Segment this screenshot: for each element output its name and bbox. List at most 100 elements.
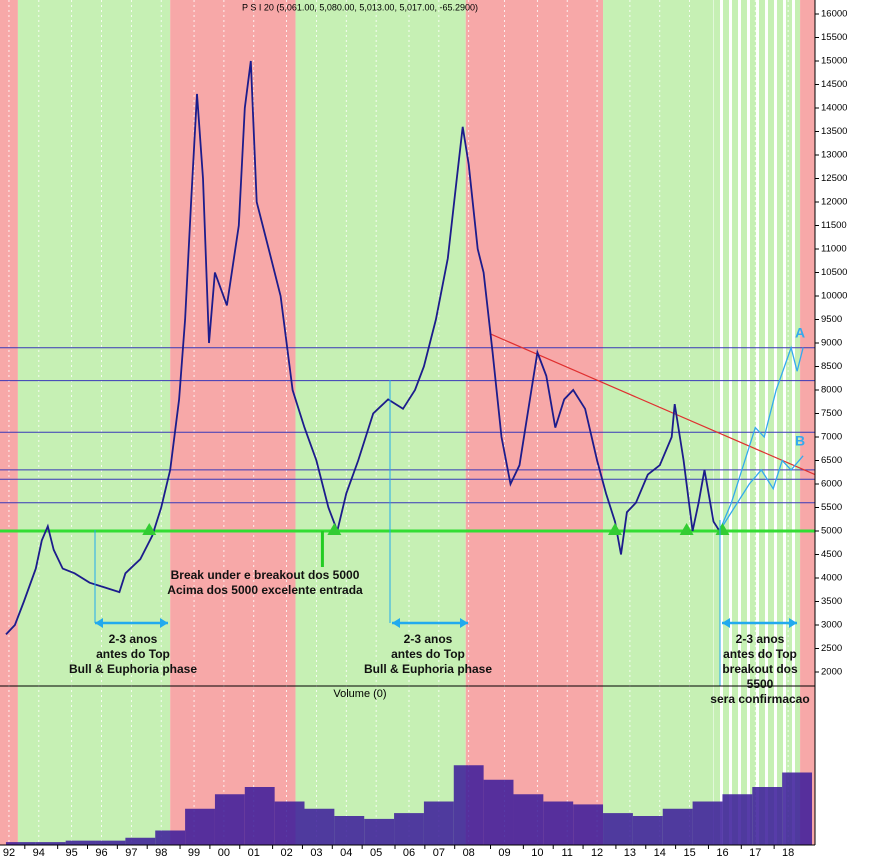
annotation: breakout dos bbox=[722, 662, 798, 676]
y-tick-label: 9000 bbox=[821, 338, 842, 349]
y-tick-label: 7500 bbox=[821, 408, 842, 419]
arrow-head bbox=[95, 618, 168, 628]
x-tick-label: 12 bbox=[591, 847, 603, 859]
y-tick-label: 13500 bbox=[821, 126, 847, 137]
volume-bar bbox=[662, 808, 693, 845]
x-tick-label: 11 bbox=[562, 847, 573, 859]
x-tick-label: 99 bbox=[188, 847, 200, 859]
y-tick-label: 5500 bbox=[821, 502, 842, 513]
phase-band bbox=[170, 0, 296, 845]
y-tick-label: 8000 bbox=[821, 385, 842, 396]
annotation: 5500 bbox=[747, 677, 774, 691]
volume-bar bbox=[573, 804, 604, 845]
y-tick-label: 11500 bbox=[821, 220, 847, 231]
phase-band bbox=[0, 0, 18, 845]
volume-bar bbox=[752, 787, 783, 845]
volume-bar bbox=[304, 808, 335, 845]
volume-bar bbox=[364, 818, 395, 845]
chart-title: P S I 20 (5,061.00, 5,080.00, 5,013.00, … bbox=[242, 2, 478, 12]
x-tick-label: 02 bbox=[280, 847, 292, 859]
volume-bar bbox=[632, 816, 663, 845]
annotation: 2-3 anos bbox=[109, 632, 158, 646]
series-label: A bbox=[795, 324, 805, 340]
y-tick-label: 7000 bbox=[821, 432, 842, 443]
marker bbox=[607, 523, 622, 535]
volume-bar bbox=[65, 840, 96, 845]
x-tick-label: 15 bbox=[683, 847, 695, 859]
annotation: 2-3 anos bbox=[736, 632, 785, 646]
y-tick-label: 15500 bbox=[821, 32, 847, 43]
annotation: antes do Top bbox=[391, 647, 465, 661]
marker bbox=[679, 523, 694, 535]
volume-bar bbox=[244, 787, 275, 845]
phase-band bbox=[603, 0, 714, 845]
y-tick-label: 12500 bbox=[821, 173, 847, 184]
phase-band bbox=[800, 0, 815, 845]
phase-band bbox=[295, 0, 466, 845]
volume-bar bbox=[125, 837, 156, 845]
arrow-head bbox=[392, 618, 468, 628]
x-tick-label: 10 bbox=[531, 847, 543, 859]
volume-bar bbox=[782, 772, 813, 845]
annotation: antes do Top bbox=[96, 647, 170, 661]
volume-bar bbox=[5, 842, 36, 845]
y-tick-label: 6000 bbox=[821, 479, 842, 490]
volume-bar bbox=[334, 816, 365, 845]
x-tick-label: 07 bbox=[433, 847, 445, 859]
y-tick-label: 8500 bbox=[821, 361, 842, 372]
annotation: Bull & Euphoria phase bbox=[69, 662, 197, 676]
volume-bar bbox=[722, 794, 753, 845]
y-tick-label: 6500 bbox=[821, 455, 842, 466]
x-tick-label: 18 bbox=[782, 847, 794, 859]
volume-bar bbox=[543, 801, 574, 845]
annotation: Break under e breakout dos 5000 bbox=[171, 568, 360, 582]
x-tick-label: 08 bbox=[463, 847, 475, 859]
x-tick-label: 13 bbox=[624, 847, 636, 859]
volume-bar bbox=[423, 801, 454, 845]
y-tick-label: 2000 bbox=[821, 667, 842, 678]
x-tick-label: 92 bbox=[3, 847, 15, 859]
y-tick-label: 14000 bbox=[821, 103, 847, 114]
y-tick-label: 11000 bbox=[821, 244, 847, 255]
marker bbox=[715, 523, 730, 535]
marker bbox=[142, 523, 157, 535]
x-tick-label: 03 bbox=[310, 847, 322, 859]
y-tick-label: 4000 bbox=[821, 573, 842, 584]
volume-bar bbox=[35, 842, 66, 845]
y-tick-label: 3000 bbox=[821, 620, 842, 631]
x-tick-label: 94 bbox=[33, 847, 45, 859]
trend-line bbox=[489, 333, 816, 476]
annotation: 2-3 anos bbox=[404, 632, 453, 646]
volume-label: Volume (0) bbox=[333, 688, 386, 700]
y-tick-label: 14500 bbox=[821, 79, 847, 90]
x-tick-label: 16 bbox=[716, 847, 728, 859]
x-tick-label: 97 bbox=[125, 847, 137, 859]
y-tick-label: 3500 bbox=[821, 596, 842, 607]
x-tick-label: 96 bbox=[95, 847, 107, 859]
y-tick-label: 10000 bbox=[821, 291, 847, 302]
series-label: B bbox=[795, 433, 805, 449]
x-tick-label: 14 bbox=[654, 847, 666, 859]
x-tick-label: 17 bbox=[749, 847, 761, 859]
annotation: sera confirmacao bbox=[710, 692, 809, 706]
phase-band bbox=[465, 0, 604, 845]
annotation: antes do Top bbox=[723, 647, 797, 661]
y-tick-label: 4500 bbox=[821, 549, 842, 560]
volume-bar bbox=[95, 840, 126, 845]
y-tick-label: 16000 bbox=[821, 9, 847, 20]
x-tick-label: 04 bbox=[340, 847, 352, 859]
y-tick-label: 10500 bbox=[821, 267, 847, 278]
volume-bar bbox=[603, 813, 633, 845]
phase-band bbox=[17, 0, 171, 845]
annotation: Acima dos 5000 excelente entrada bbox=[167, 583, 363, 597]
volume-bar bbox=[513, 794, 544, 845]
y-tick-label: 12000 bbox=[821, 197, 847, 208]
projection-line bbox=[718, 345, 804, 532]
x-tick-label: 06 bbox=[403, 847, 415, 859]
volume-bar bbox=[453, 765, 484, 845]
x-tick-label: 00 bbox=[218, 847, 230, 859]
x-tick-label: 09 bbox=[498, 847, 510, 859]
projection-line bbox=[718, 455, 804, 532]
y-tick-label: 9500 bbox=[821, 314, 842, 325]
